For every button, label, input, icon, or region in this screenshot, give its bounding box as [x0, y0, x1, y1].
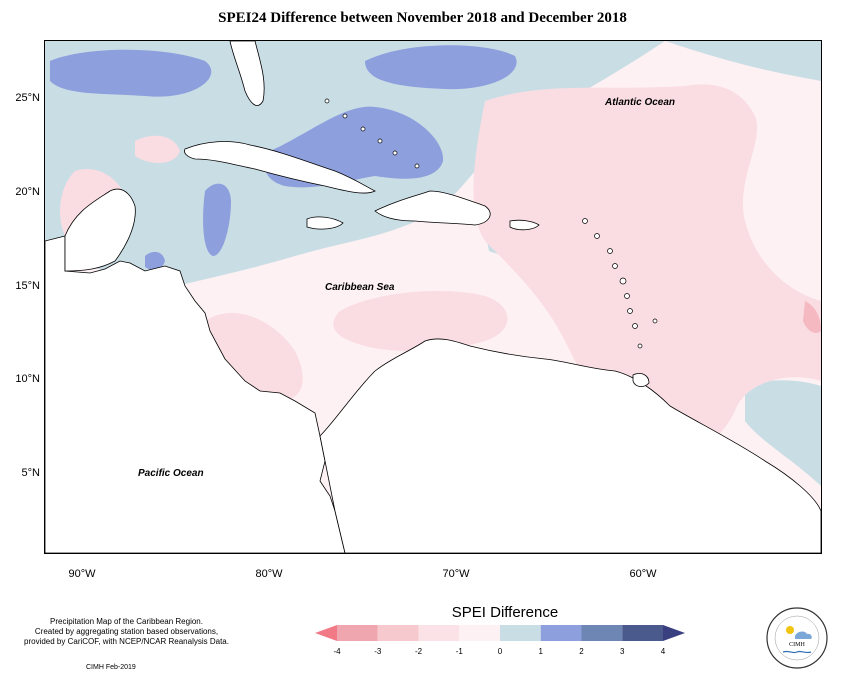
legend-tick-label: 2: [579, 647, 584, 656]
label-atlantic-ocean: Atlantic Ocean: [604, 97, 675, 108]
lon-label-80w: 80°W: [255, 568, 283, 580]
legend-swatch: [377, 625, 419, 641]
blue-patch-north: [365, 45, 517, 90]
legend-tick-label: 4: [660, 647, 666, 656]
notes-line-2: Created by aggregating station based obs…: [34, 627, 219, 636]
pink-gulf-small: [135, 135, 180, 163]
cimh-logo: CIMH: [766, 607, 828, 669]
legend-tick-label: -4: [333, 647, 341, 656]
pink-central-caribbean: [333, 291, 508, 352]
lat-label-5n: 5°N: [21, 467, 40, 479]
spei-map-canvas: Atlantic Ocean Caribbean Sea Pacific Oce…: [45, 41, 821, 553]
map-description: Precipitation Map of the Caribbean Regio…: [14, 617, 239, 647]
land-south-america: [319, 338, 821, 553]
land-trinidad: [632, 373, 650, 387]
legend-swatch: [500, 625, 541, 641]
land-puerto-rico: [509, 219, 540, 231]
legend-tick-label: 0: [497, 647, 503, 656]
legend-swatch: [418, 625, 460, 641]
sun-icon: [786, 626, 794, 634]
credit-text: CIMH Feb-2019: [86, 664, 136, 671]
legend-swatch: [622, 625, 663, 641]
pink-dark-east: [803, 301, 821, 333]
cloud-icon: [795, 631, 812, 639]
lat-label-20n: 20°N: [15, 186, 40, 198]
legend-swatch: [581, 625, 623, 641]
legend-arrow-left: [315, 625, 337, 641]
land-florida: [229, 41, 265, 106]
map-panel: Atlantic Ocean Caribbean Sea Pacific Oce…: [44, 40, 822, 554]
legend-tick-label: -1: [455, 647, 463, 656]
land-hispaniola: [374, 190, 491, 226]
map-title: SPEI24 Difference between November 2018 …: [218, 10, 627, 26]
wave-icon: [782, 650, 812, 654]
lat-label-25n: 25°N: [15, 92, 40, 104]
lon-label-70w: 70°W: [442, 568, 470, 580]
lesser-antilles: [324, 98, 658, 349]
legend-arrow-right: [663, 625, 685, 641]
lat-label-15n: 15°N: [15, 280, 40, 292]
color-legend: [315, 625, 685, 641]
light-blue-ne: [665, 41, 821, 81]
legend-tick-label: -2: [414, 647, 423, 656]
legend-swatch: [540, 625, 582, 641]
legend-tick-label: 1: [538, 647, 543, 656]
lon-label-90w: 90°W: [68, 568, 96, 580]
label-pacific-ocean: Pacific Ocean: [138, 468, 204, 479]
blue-patch-gulf: [50, 49, 212, 97]
legend-title: SPEI Difference: [451, 604, 559, 621]
lon-label-60w: 60°W: [629, 568, 657, 580]
land-yucatan: [64, 188, 136, 272]
blue-patch-honduras: [145, 251, 165, 270]
notes-line-3: provided by CariCOF, with NCEP/NCAR Rean…: [24, 637, 229, 646]
legend-tick-label: 3: [620, 647, 625, 656]
logo-text: CIMH: [789, 642, 805, 648]
legend-tick-label: -3: [374, 647, 382, 656]
land-central-america: [45, 235, 346, 553]
label-caribbean-sea: Caribbean Sea: [325, 282, 395, 293]
blue-patch-yucatan: [203, 183, 231, 256]
legend-swatch: [459, 625, 500, 641]
light-blue-se: [745, 380, 821, 486]
lat-label-10n: 10°N: [15, 373, 40, 385]
land-masses: [45, 41, 821, 553]
legend-swatch: [337, 625, 378, 641]
notes-line-1: Precipitation Map of the Caribbean Regio…: [50, 617, 203, 626]
pink-atlantic: [473, 84, 821, 451]
land-jamaica: [306, 216, 344, 230]
land-cuba: [184, 141, 376, 194]
